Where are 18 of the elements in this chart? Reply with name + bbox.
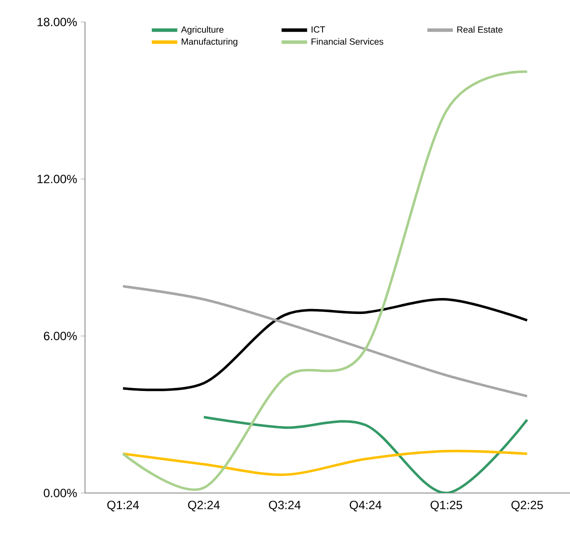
y-tick-label: 0.00% [44, 488, 77, 498]
legend-label: Manufacturing [182, 38, 238, 47]
line-series [202, 416, 528, 493]
x-tick-label: Q2:24 [188, 500, 220, 512]
legend-label: Real Estate [457, 26, 503, 33]
x-tick-label: Q3:24 [268, 500, 301, 512]
line-series [122, 450, 528, 476]
x-tick-label: Q4:24 [350, 500, 382, 512]
line-series [122, 285, 528, 398]
y-tick-label: 12.00% [38, 174, 77, 184]
y-tick-label: 6.00% [44, 332, 77, 340]
x-tick-label: Q1:25 [430, 500, 462, 512]
legend-label: Agriculture [181, 26, 224, 35]
y-tick-label: 18.00% [38, 18, 77, 26]
legend-label: Financial Services [312, 38, 384, 45]
x-tick-label: Q2:25 [511, 500, 543, 512]
x-tick-label: Q1:24 [107, 500, 139, 512]
legend-label: ICT [312, 26, 326, 33]
